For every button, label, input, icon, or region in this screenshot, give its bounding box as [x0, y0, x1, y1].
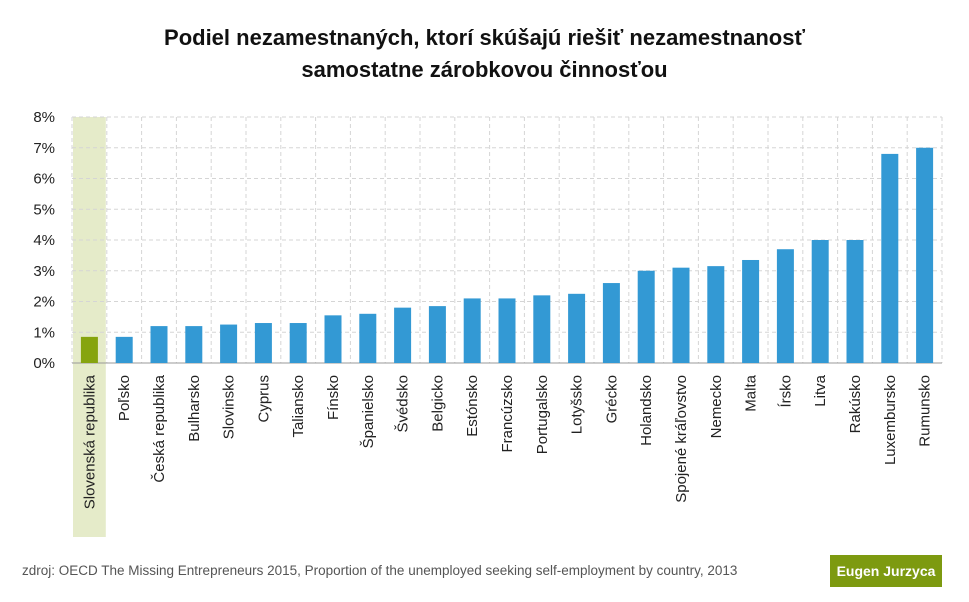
bar[interactable] — [498, 298, 516, 363]
bar[interactable] — [324, 315, 342, 363]
x-tick-label: Francúzsko — [499, 375, 516, 453]
bar[interactable] — [637, 270, 655, 363]
bar[interactable] — [916, 147, 934, 363]
bar[interactable] — [428, 306, 446, 363]
bar[interactable] — [846, 240, 864, 363]
x-tick-label: Taliansko — [290, 375, 307, 438]
x-tick-label: Írsko — [777, 375, 794, 408]
y-tick-label: 1% — [33, 324, 55, 341]
bar[interactable] — [881, 153, 899, 363]
x-tick-label: Grécko — [603, 375, 620, 423]
bar[interactable] — [568, 293, 586, 363]
y-tick-label: 4% — [33, 232, 55, 249]
x-tick-label: Portugalsko — [534, 375, 551, 454]
bar[interactable] — [707, 266, 725, 363]
x-tick-label: Belgicko — [429, 375, 446, 432]
y-tick-label: 2% — [33, 294, 55, 311]
bar[interactable] — [602, 283, 620, 363]
x-tick-label: Spojené kráľovstvo — [673, 375, 690, 503]
author-badge[interactable]: Eugen Jurzyca — [830, 555, 942, 587]
y-tick-label: 0% — [33, 355, 55, 372]
bar[interactable] — [80, 336, 98, 363]
y-tick-label: 5% — [33, 201, 55, 218]
x-tick-label: Lotyšsko — [569, 375, 586, 434]
highlight-band — [73, 117, 106, 537]
x-tick-label: Holandsko — [638, 375, 655, 446]
bar[interactable] — [254, 323, 272, 363]
chart-title: Podiel nezamestnaných, ktorí skúšajú rie… — [0, 22, 969, 86]
bar[interactable] — [394, 307, 412, 363]
x-tick-label: Španielsko — [360, 375, 377, 448]
bar[interactable] — [742, 259, 760, 363]
x-tick-label: Česká republika — [151, 374, 168, 482]
y-tick-label: 6% — [33, 171, 55, 188]
x-tick-label: Fínsko — [325, 375, 342, 420]
bar[interactable] — [220, 324, 238, 363]
x-tick-label: Bulharsko — [186, 375, 203, 442]
chart-title-line-1: Podiel nezamestnaných, ktorí skúšajú rie… — [164, 25, 805, 50]
bar[interactable] — [185, 326, 203, 363]
x-tick-label: Rakúsko — [847, 375, 864, 433]
bar-chart: 0% 1% 2% 3% 4% 5% 6% 7% 8% Slovenská republika Poľ… — [33, 109, 943, 537]
x-tick-label: Poľsko — [116, 375, 133, 421]
x-tick-label: Slovenská republika — [81, 374, 98, 509]
x-tick-label: Rumunsko — [917, 375, 934, 447]
bar[interactable] — [359, 313, 377, 363]
x-tick-label: Slovinsko — [221, 375, 238, 439]
bar[interactable] — [811, 240, 829, 363]
x-tick-label: Malta — [743, 374, 760, 411]
bar[interactable] — [289, 323, 307, 363]
y-tick-label: 8% — [33, 109, 55, 126]
x-tick-label: Švédsko — [395, 375, 412, 433]
chart-title-line-2: samostatne zárobkovou činnosťou — [301, 57, 668, 82]
y-tick-label: 3% — [33, 263, 55, 280]
bar[interactable] — [115, 336, 133, 363]
x-tick-label: Luxembursko — [882, 375, 899, 465]
x-tick-label: Litva — [812, 374, 829, 406]
x-tick-label: Nemecko — [708, 375, 725, 438]
x-tick-label: Estónsko — [464, 375, 481, 437]
y-tick-label: 7% — [33, 140, 55, 157]
bar[interactable] — [463, 298, 481, 363]
source-note: zdroj: OECD The Missing Entrepreneurs 20… — [22, 563, 738, 578]
bar[interactable] — [672, 267, 690, 363]
x-tick-label: Cyprus — [255, 375, 272, 423]
bar[interactable] — [776, 249, 794, 363]
bar[interactable] — [533, 295, 551, 363]
bar[interactable] — [150, 326, 168, 363]
